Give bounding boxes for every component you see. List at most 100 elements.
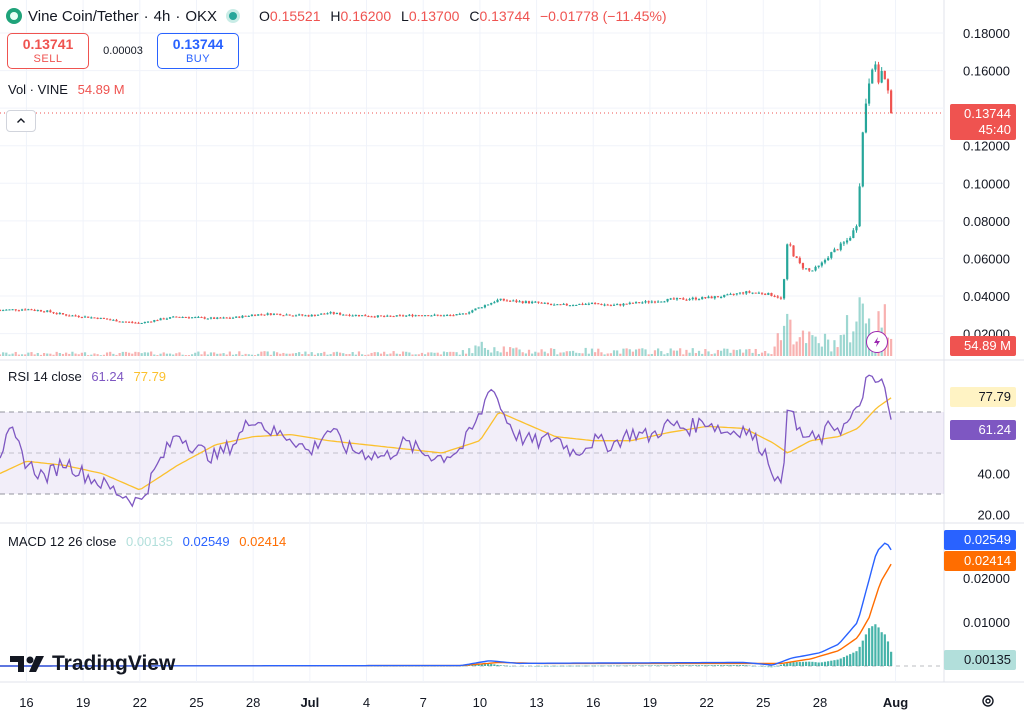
volume-bar: [367, 354, 370, 356]
volume-bar: [493, 347, 496, 356]
candle-body: [282, 315, 285, 317]
interval[interactable]: 4h: [153, 7, 171, 25]
volume-bar: [30, 352, 33, 356]
volume-bar: [594, 352, 597, 356]
volume-bar: [80, 352, 83, 356]
symbol-legend[interactable]: Vine Coin/Tether · 4h · OKX O0.15521 H0.…: [6, 6, 667, 26]
volume-bar: [417, 354, 420, 356]
volume-bar: [33, 354, 36, 356]
candle-body: [326, 313, 329, 315]
volume-bar: [272, 351, 276, 356]
macd-histogram-bar: [852, 652, 855, 666]
candle-body: [817, 265, 820, 267]
candle-body: [653, 301, 657, 303]
alert-button[interactable]: [866, 331, 888, 353]
volume-bar: [742, 352, 745, 356]
volume-bar: [760, 352, 764, 356]
volume-bar: [17, 354, 20, 356]
candle-body: [827, 257, 830, 261]
volume-bar: [354, 354, 357, 356]
macd-histogram-bar: [565, 665, 568, 667]
price-tick-label: 0.06000: [963, 251, 1010, 266]
volume-bar: [288, 353, 291, 356]
sell-price: 0.13741: [22, 36, 74, 52]
macd-histogram-bar: [697, 665, 701, 666]
volume-bar: [726, 348, 729, 356]
macd-histogram-bar: [480, 664, 483, 666]
candle-body: [842, 242, 845, 244]
volume-bar: [735, 350, 738, 356]
buy-button[interactable]: 0.13744 BUY: [157, 33, 239, 69]
candle-body: [669, 298, 672, 300]
volume-bar: [468, 348, 471, 356]
macd-histogram-bar: [691, 665, 694, 666]
candle-body: [505, 300, 509, 302]
candle-body: [90, 317, 93, 319]
volume-bar: [401, 351, 405, 356]
time-tick-label: 16: [586, 695, 600, 710]
macd-histogram-bar: [496, 664, 499, 666]
volume-bar: [697, 350, 701, 356]
macd-histogram-bar: [625, 665, 628, 667]
candle-body: [880, 71, 883, 83]
volume-bar: [351, 352, 354, 356]
volume-bar: [168, 353, 172, 356]
candle-body: [14, 309, 17, 311]
macd-histogram-bar: [559, 665, 562, 667]
candle-body: [883, 71, 886, 80]
candle-body: [890, 90, 893, 114]
exchange[interactable]: OKX: [185, 7, 217, 25]
gear-icon[interactable]: [980, 693, 996, 709]
volume-bar: [373, 352, 376, 356]
candle-body: [638, 302, 641, 304]
candle-body: [578, 303, 581, 305]
candle-body: [767, 292, 770, 295]
candle-body: [342, 314, 345, 316]
symbol-name[interactable]: Vine Coin/Tether: [28, 7, 139, 25]
candle-body: [83, 316, 87, 318]
candle-body: [801, 263, 805, 269]
volume-bar: [512, 348, 515, 356]
macd-histogram-bar: [757, 666, 760, 667]
volume-bar: [653, 350, 657, 356]
candle-body: [175, 316, 178, 318]
macd-histogram-bar: [867, 628, 871, 666]
sell-button[interactable]: 0.13741 SELL: [7, 33, 89, 69]
volume-bar: [253, 355, 257, 356]
volume-bar: [789, 319, 792, 356]
volume-bar: [0, 354, 2, 356]
candle-body: [345, 314, 348, 316]
macd-histogram-bar: [587, 665, 590, 667]
macd-histogram-bar: [540, 665, 543, 667]
macd-histogram-bar: [606, 665, 609, 667]
volume-bar: [540, 349, 543, 356]
volume-bar: [474, 345, 477, 356]
volume-legend[interactable]: Vol · VINE 54.89 M: [8, 82, 125, 97]
macd-histogram-bar: [795, 662, 798, 666]
vine-coin-logo-icon: [6, 8, 22, 24]
macd-legend[interactable]: MACD 12 26 close 0.00135 0.02549 0.02414: [8, 534, 286, 549]
volume-bar: [74, 353, 77, 356]
candle-body: [616, 304, 619, 306]
rsi-legend[interactable]: RSI 14 close 61.24 77.79: [8, 369, 166, 384]
volume-bar: [609, 353, 612, 356]
collapse-legend-button[interactable]: [6, 110, 36, 132]
candle-body: [206, 318, 209, 320]
candle-body: [849, 237, 852, 241]
volume-bar: [716, 349, 720, 356]
candle-body: [449, 315, 452, 317]
tradingview-branding[interactable]: TradingView: [10, 652, 175, 676]
candle-body: [575, 304, 578, 306]
volume-bar: [121, 351, 124, 356]
macd-histogram-bar: [584, 665, 587, 667]
candle-body: [546, 302, 550, 304]
candle-body: [729, 293, 732, 295]
macd-histogram-bar: [471, 664, 474, 666]
macd-histogram-bar: [531, 666, 534, 667]
candle-body: [770, 292, 773, 296]
volume-bar: [792, 344, 795, 356]
volume-bar: [449, 351, 452, 356]
macd-histogram-bar: [707, 665, 710, 666]
candle-body: [370, 316, 373, 318]
